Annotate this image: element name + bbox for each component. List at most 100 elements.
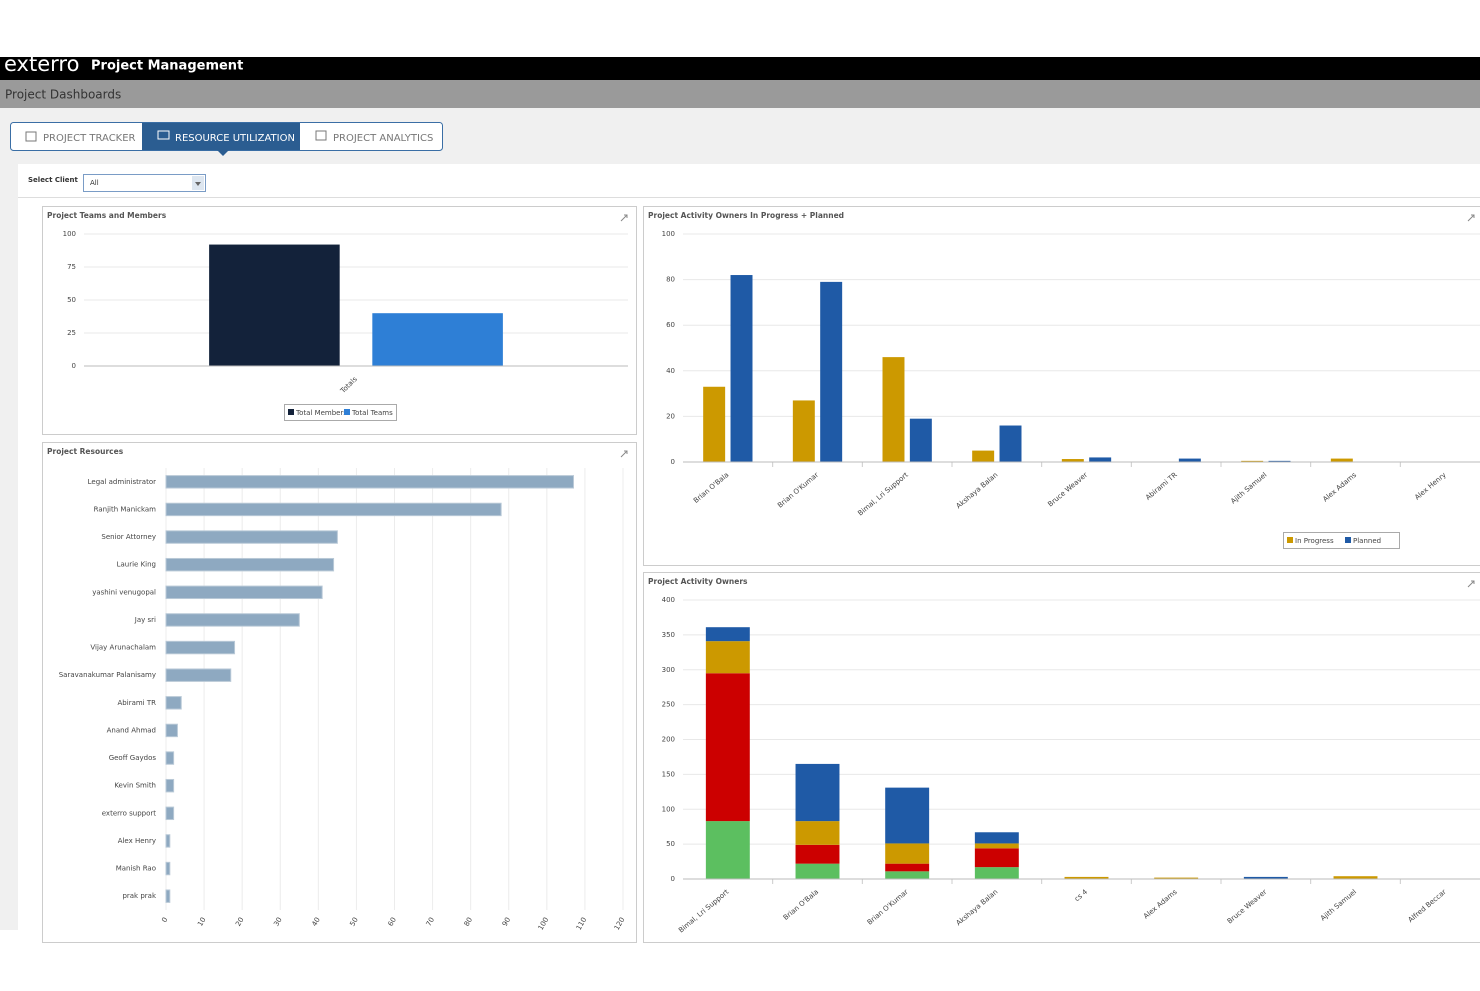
legend-label: Total Members [295,409,347,417]
bar-segment [706,673,750,821]
panel [644,207,1480,566]
tab[interactable]: RESOURCE UTILIZATION [175,133,295,144]
y-tick-label: Kevin Smith [114,782,156,790]
y-tick-label: exterro support [102,809,156,817]
panel-title: Project Resources [47,447,124,456]
bar [731,275,753,462]
breadcrumb-bar [0,80,1480,108]
bar-segment [885,788,929,844]
bar [166,835,170,847]
y-tick-label: 50 [666,840,675,848]
panel-title: Project Activity Owners [648,577,748,586]
bar [209,245,340,366]
panel [644,573,1480,943]
tab[interactable]: PROJECT ANALYTICS [333,133,433,144]
bar-segment [975,867,1019,879]
y-tick-label: 80 [666,276,675,284]
bar [166,669,231,681]
bar-segment [796,764,840,821]
y-tick-label: 250 [662,701,675,709]
logo: exterro [4,52,79,76]
bar [166,614,299,626]
y-tick-label: 60 [666,321,675,329]
y-tick-label: Senior Attorney [101,533,156,541]
bar-segment [796,821,840,845]
bar-segment [706,627,750,641]
y-tick-label: Ranjith Manickam [94,505,157,513]
bar [166,586,322,598]
bar-segment [885,864,929,872]
bar [166,531,337,543]
bar-segment [796,845,840,864]
y-tick-label: Laurie King [117,561,156,569]
app-title: Project Management [91,59,243,74]
bar-segment [706,821,750,879]
panel-title: Project Teams and Members [47,211,167,220]
y-tick-label: prak prak [122,892,157,900]
bar-segment [975,843,1019,848]
y-tick-label: 50 [67,296,76,304]
bar [166,558,334,570]
y-tick-label: 400 [662,596,675,604]
legend-swatch [288,409,294,415]
bar [1179,459,1201,462]
bar [166,476,573,488]
y-tick-label: 100 [63,230,76,238]
bar [972,451,994,462]
legend-swatch [1345,537,1351,543]
bar [910,419,932,462]
y-tick-label: 0 [671,875,675,883]
breadcrumb[interactable]: Project Dashboards [5,88,121,102]
bar-segment [975,832,1019,843]
client-select[interactable] [84,175,206,192]
bar-segment [975,848,1019,867]
legend-swatch [344,409,350,415]
bar [166,641,235,653]
bar [793,400,815,462]
y-tick-label: 100 [662,230,675,238]
bar [372,313,503,366]
bar [166,779,174,791]
charts: Project Teams and Members0255075100Total… [43,207,1480,943]
y-tick-label: 350 [662,631,675,639]
y-tick-label: 200 [662,736,675,744]
bar [1089,457,1111,462]
y-tick-label: Manish Rao [116,865,156,873]
y-tick-label: Anand Ahmad [107,726,156,734]
bar-segment [885,871,929,879]
y-tick-label: Vijay Arunachalam [90,644,156,652]
y-tick-label: 0 [72,362,76,370]
y-tick-label: 300 [662,666,675,674]
bar [166,890,170,902]
bar [166,697,181,709]
select-value: All [90,179,99,187]
filter-label: Select Client [28,176,79,184]
y-tick-label: 0 [671,458,675,466]
y-tick-label: Abirami TR [118,699,157,707]
y-tick-label: 25 [67,329,76,337]
bar-segment [885,843,929,863]
y-tick-label: Saravanakumar Palanisamy [59,671,156,679]
y-tick-label: 100 [662,805,675,813]
legend-swatch [1287,537,1293,543]
panel-title: Project Activity Owners In Progress + Pl… [648,211,844,220]
bar [1000,426,1022,462]
y-tick-label: yashini venugopal [92,588,156,596]
bar-segment [706,641,750,673]
bar [703,387,725,462]
y-tick-label: Legal administrator [88,478,156,486]
bar [166,807,174,819]
legend-label: Planned [1353,537,1381,545]
legend-label: In Progress [1295,537,1334,545]
tab[interactable]: PROJECT TRACKER [43,133,136,144]
bar [883,357,905,462]
y-tick-label: Jay sri [134,616,156,624]
legend-label: Total Teams [351,409,393,417]
bar [166,752,174,764]
y-tick-label: Geoff Gaydos [109,754,157,762]
bar [1331,459,1353,462]
bar [166,503,501,515]
y-tick-label: Alex Henry [118,837,156,845]
